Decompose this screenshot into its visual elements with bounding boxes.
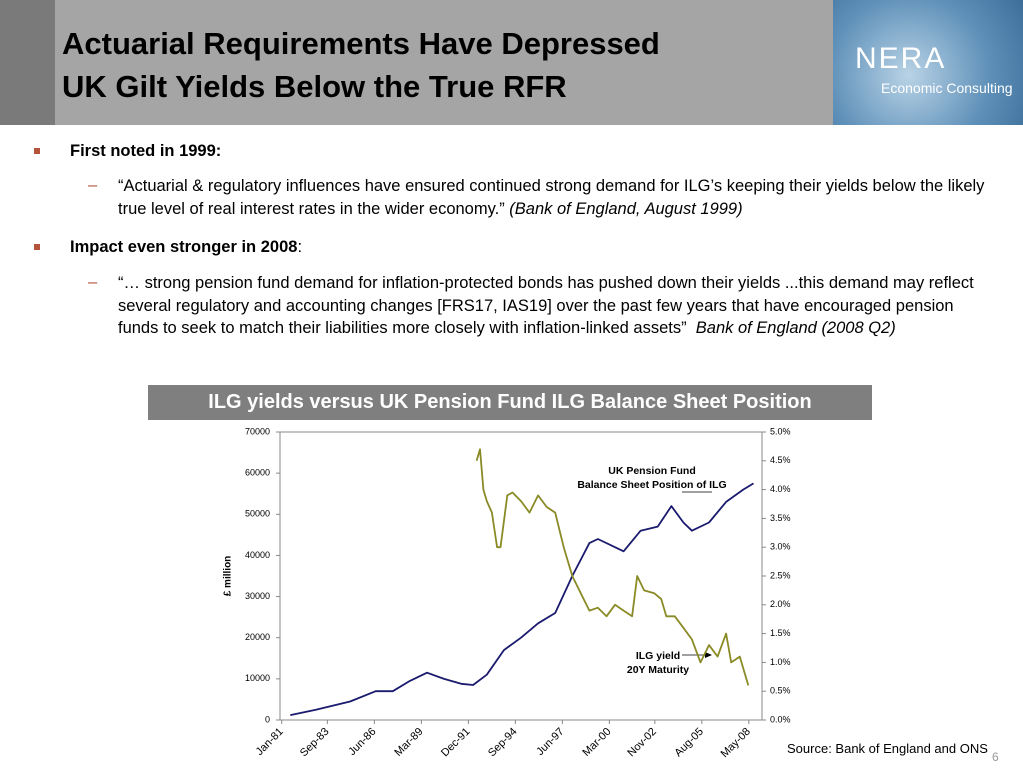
y2-tick-label: 3.5% <box>770 513 791 523</box>
logo-subtext: Economic Consulting <box>881 80 1013 96</box>
sub-bullet: “… strong pension fund demand for inflat… <box>118 272 998 340</box>
bullet-text: Impact even stronger in 2008 <box>70 238 298 256</box>
arrow-head <box>705 652 712 658</box>
y-tick-label: 0 <box>265 714 270 724</box>
bullet-icon <box>34 244 40 250</box>
dash: – <box>88 273 98 291</box>
slide-title: Actuarial Requirements Have Depressed UK… <box>62 22 660 108</box>
x-tick-label: Aug-05 <box>672 726 706 760</box>
x-tick-label: Jun-86 <box>346 726 378 758</box>
page-number: 6 <box>992 750 999 764</box>
quote: “Actuarial & regulatory influences have … <box>118 177 985 218</box>
x-tick-label: Jun-97 <box>534 726 566 758</box>
y2-tick-label: 0.0% <box>770 714 791 724</box>
y2-tick-label: 0.5% <box>770 686 791 696</box>
title-line: UK Gilt Yields Below the True RFR <box>62 69 567 104</box>
annotation: UK Pension Fund <box>608 465 696 477</box>
bullet-icon <box>34 148 40 154</box>
x-tick-label: Dec-91 <box>439 726 473 760</box>
source: Source: Bank of England and ONS <box>787 741 988 756</box>
y-tick-label: 10000 <box>245 673 270 683</box>
annotation: Balance Sheet Position of ILG <box>577 479 726 491</box>
y-tick-label: 30000 <box>245 591 270 601</box>
y2-tick-label: 3.0% <box>770 542 791 552</box>
y2-tick-label: 2.5% <box>770 570 791 580</box>
y2-tick-label: 5.0% <box>770 426 791 436</box>
y2-tick-label: 1.0% <box>770 657 791 667</box>
y-tick-label: 60000 <box>245 468 270 478</box>
citation: Bank of England (2008 Q2) <box>695 319 896 337</box>
header <box>0 0 833 125</box>
x-tick-label: Jan-81 <box>254 726 286 758</box>
x-tick-label: May-08 <box>719 726 753 760</box>
bullet: First noted in 1999: <box>70 142 222 160</box>
y-axis-label: £ million <box>223 556 234 597</box>
bullet: Impact even stronger in 2008: <box>70 238 302 257</box>
annotation: 20Y Maturity <box>627 664 689 676</box>
citation: (Bank of England, August 1999) <box>509 199 743 218</box>
series-line <box>475 448 750 686</box>
x-tick-label: Mar-89 <box>392 726 425 759</box>
logo-text: NERA <box>855 42 947 75</box>
x-tick-label: Sep-83 <box>298 726 332 760</box>
series-line <box>290 482 754 716</box>
y-tick-label: 50000 <box>245 509 270 519</box>
x-tick-label: Sep-94 <box>486 726 520 760</box>
y2-tick-label: 4.5% <box>770 455 791 465</box>
header-strip <box>0 0 55 125</box>
x-tick-label: Nov-02 <box>625 726 659 760</box>
y-tick-label: 20000 <box>245 632 270 642</box>
quote: “… strong pension fund demand for inflat… <box>118 274 974 337</box>
y2-tick-label: 1.5% <box>770 628 791 638</box>
y-tick-label: 70000 <box>245 426 270 436</box>
title-line: Actuarial Requirements Have Depressed <box>62 26 660 61</box>
y2-tick-label: 4.0% <box>770 484 791 494</box>
dash: – <box>88 176 98 194</box>
x-tick-label: Mar-00 <box>580 726 613 759</box>
chart-title: ILG yields versus UK Pension Fund ILG Ba… <box>148 385 872 420</box>
sub-bullet: “Actuarial & regulatory influences have … <box>118 175 998 220</box>
logo: NERA Economic Consulting <box>833 0 1023 125</box>
y2-tick-label: 2.0% <box>770 599 791 609</box>
annotation: ILG yield <box>636 650 680 662</box>
bullet-suffix: : <box>297 238 303 256</box>
y-tick-label: 40000 <box>245 550 270 560</box>
